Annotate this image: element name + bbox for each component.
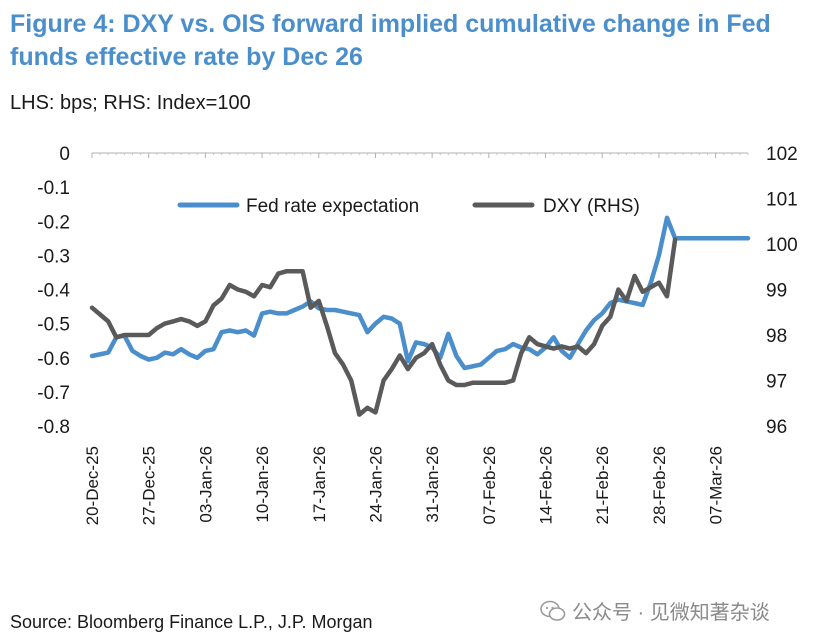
- y-left-tick-label: -0.7: [37, 383, 70, 404]
- y-right-tick-label: 98: [766, 326, 787, 347]
- y-left-tick-label: -0.4: [37, 281, 70, 302]
- y-right-tick-label: 101: [766, 190, 798, 211]
- y-right-tick-label: 99: [766, 281, 787, 302]
- legend-dxy-label: DXY (RHS): [543, 196, 640, 217]
- y-left-tick-label: 0: [59, 144, 70, 165]
- y-right-tick-label: 97: [766, 372, 787, 393]
- watermark-text: 公众号 · 见微知著杂谈: [572, 602, 770, 624]
- x-tick-label: 10-Jan-26: [253, 446, 272, 523]
- y-right-tick-label: 96: [766, 417, 787, 438]
- fed-rate-expectation-line: [89, 215, 751, 371]
- x-tick-label: 07-Feb-26: [480, 446, 499, 524]
- units-note: LHS: bps; RHS: Index=100: [10, 92, 251, 114]
- y-left-tick-label: -0.8: [37, 417, 70, 438]
- line-chart: 20-Dec-25 27-Dec-25 03-Jan-26 10-Jan-26 17-J…: [37, 144, 798, 525]
- wechat-icon: [540, 600, 566, 621]
- chart-title: Figure 4: DXY vs. OIS forward implied cu…: [10, 10, 771, 71]
- y-left-tick-label: -0.3: [37, 246, 70, 267]
- y-left-tick-label: -0.1: [37, 178, 70, 199]
- x-tick-label: 27-Dec-25: [140, 446, 159, 525]
- y-left-tick-label: -0.6: [37, 349, 70, 370]
- y-right-tick-label: 100: [766, 235, 798, 256]
- watermark: 公众号 · 见微知著杂谈: [540, 596, 770, 625]
- y-left-tick-label: -0.2: [37, 212, 70, 233]
- x-tick-label: 03-Jan-26: [196, 446, 215, 523]
- x-tick-label: 17-Jan-26: [310, 446, 329, 523]
- x-tick-label: 07-Mar-26: [707, 446, 726, 524]
- y-right-tick-label: 102: [766, 144, 798, 165]
- source-note: Source: Bloomberg Finance L.P., J.P. Mor…: [10, 612, 373, 632]
- x-tick-label: 31-Jan-26: [423, 446, 442, 523]
- x-tick-label: 14-Feb-26: [537, 446, 556, 524]
- x-tick-label: 21-Feb-26: [593, 446, 612, 524]
- x-tick-label: 20-Dec-25: [83, 446, 102, 525]
- legend-fed-label: Fed rate expectation: [246, 196, 419, 217]
- dxy-line: [89, 237, 678, 417]
- x-tick-label: 24-Jan-26: [366, 446, 385, 523]
- x-tick-label: 28-Feb-26: [650, 446, 669, 524]
- y-left-tick-label: -0.5: [37, 315, 70, 336]
